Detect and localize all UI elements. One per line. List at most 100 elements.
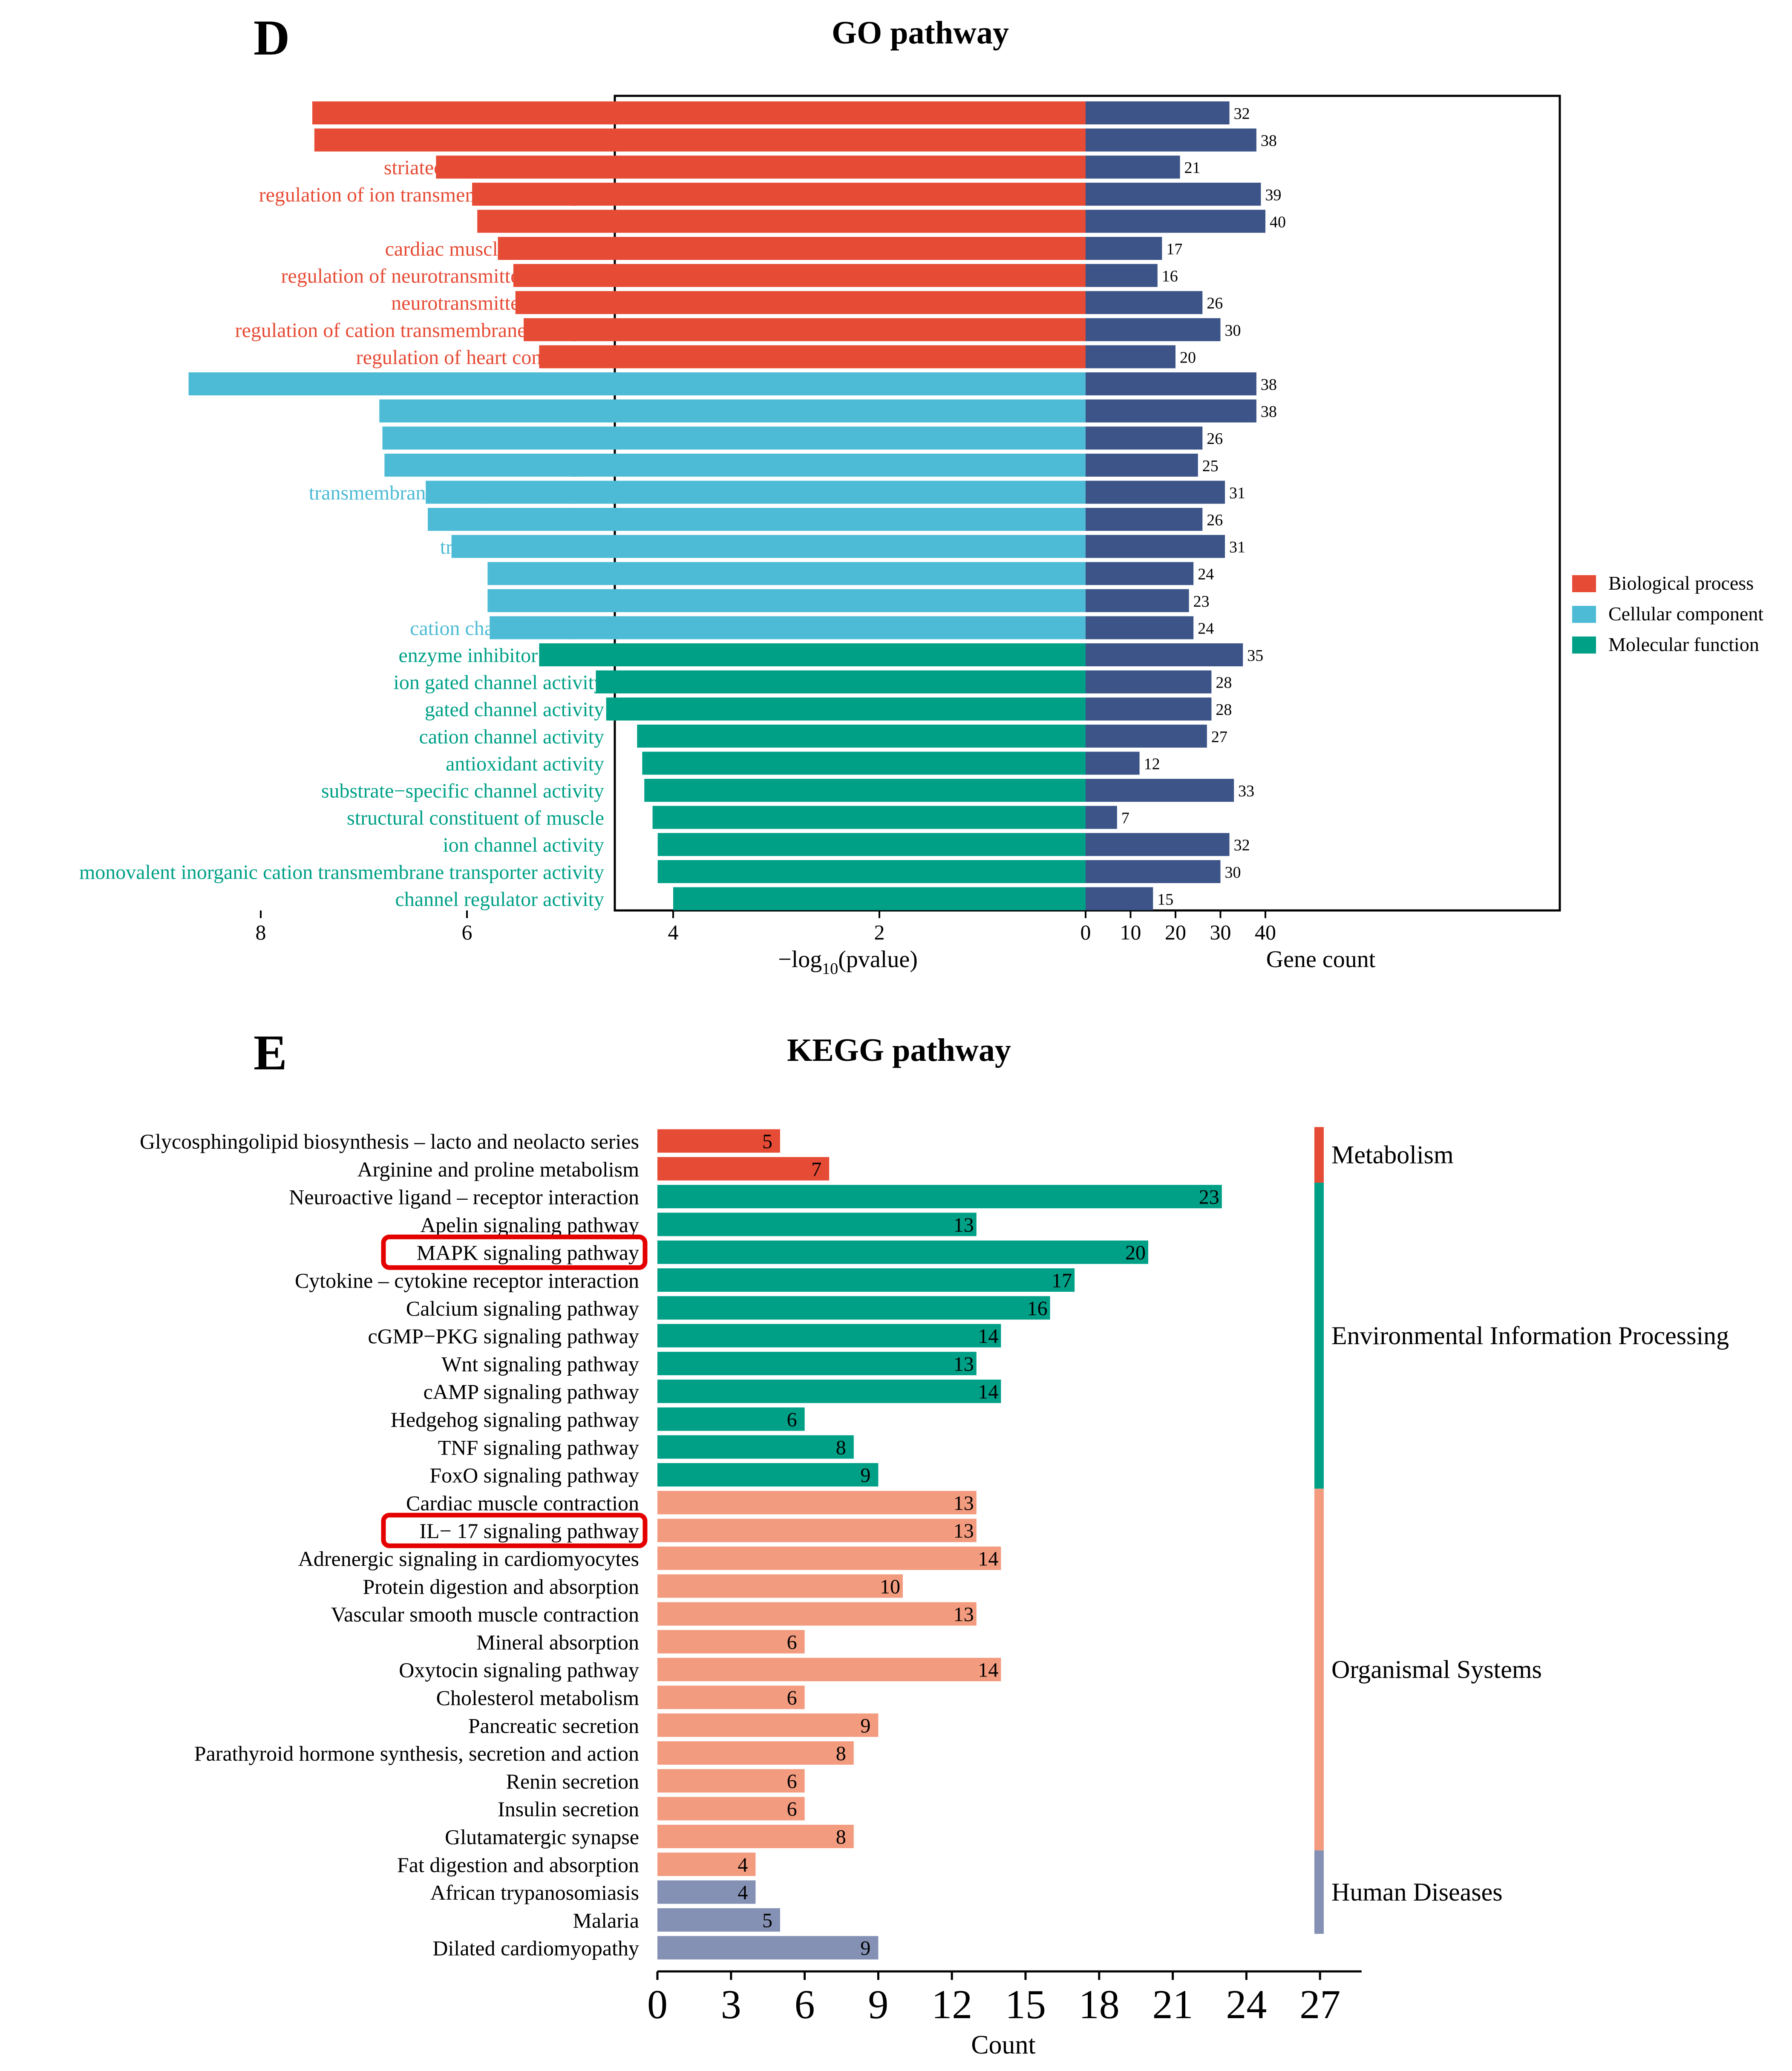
go-count-bar xyxy=(1086,806,1117,829)
kegg-count-label: 6 xyxy=(787,1409,797,1431)
kegg-count-bar xyxy=(657,1435,854,1459)
go-pvalue-bar xyxy=(490,616,1086,639)
go-count-bar xyxy=(1086,182,1261,206)
go-count-bar xyxy=(1086,670,1212,694)
go-left-tick-label: 2 xyxy=(874,920,885,944)
kegg-count-label: 14 xyxy=(978,1548,998,1570)
kegg-pathway-label: Dilated cardiomyopathy xyxy=(432,1936,639,1960)
go-legend-label: Biological process xyxy=(1608,572,1754,594)
kegg-tick-label: 9 xyxy=(868,1982,888,2027)
kegg-count-bar xyxy=(657,1268,1075,1292)
kegg-count-bar xyxy=(657,1602,977,1626)
kegg-pathway-label: Cytokine – cytokine receptor interaction xyxy=(295,1269,639,1293)
kegg-category-strip xyxy=(1314,1489,1324,1851)
kegg-count-label: 13 xyxy=(954,1214,974,1236)
kegg-count-bar xyxy=(657,1574,903,1598)
go-term-label: antioxidant activity xyxy=(446,752,604,775)
go-count-bar xyxy=(1086,589,1189,612)
go-count-bar xyxy=(1086,291,1203,314)
kegg-count-bar xyxy=(657,1658,1001,1682)
go-count-label: 21 xyxy=(1184,159,1201,177)
kegg-count-bar xyxy=(657,1240,1148,1264)
go-pvalue-bar xyxy=(498,237,1086,260)
go-term-label: cardiac muscle contraction xyxy=(385,238,604,260)
kegg-count-bar xyxy=(657,1825,854,1848)
go-pvalue-bar xyxy=(487,589,1086,612)
kegg-category-label: Environmental Information Processing xyxy=(1331,1322,1729,1350)
go-count-bar xyxy=(1086,887,1153,910)
panel-letter-d: D xyxy=(254,10,290,66)
go-count-label: 33 xyxy=(1238,782,1254,800)
go-pvalue-bar xyxy=(472,182,1086,206)
go-pvalue-bar xyxy=(539,643,1086,666)
kegg-count-label: 8 xyxy=(836,1826,846,1849)
go-count-label: 20 xyxy=(1180,349,1196,366)
go-pvalue-bar xyxy=(188,372,1086,395)
kegg-tick-label: 15 xyxy=(1005,1982,1046,2027)
kegg-pathway-label: Vascular smooth muscle contraction xyxy=(331,1602,639,1626)
kegg-pathway-label: Neuroactive ligand – receptor interactio… xyxy=(289,1185,639,1209)
go-count-label: 38 xyxy=(1261,132,1277,150)
go-count-bar xyxy=(1086,724,1207,748)
go-count-label: 30 xyxy=(1225,322,1241,340)
go-term-label: muscle system process xyxy=(418,130,604,152)
go-count-bar xyxy=(1086,237,1162,260)
go-right-tick-label: 30 xyxy=(1210,920,1231,944)
go-count-label: 28 xyxy=(1216,674,1232,692)
kegg-pathway-label: Mineral absorption xyxy=(476,1630,639,1654)
go-pvalue-bar xyxy=(596,670,1086,694)
kegg-count-bar xyxy=(657,1491,977,1515)
kegg-pathway-label: TNF signaling pathway xyxy=(438,1435,639,1459)
kegg-count-label: 13 xyxy=(954,1520,974,1542)
go-term-label: presynapse xyxy=(513,400,604,423)
kegg-pathway-label: FoxO signaling pathway xyxy=(429,1463,639,1487)
go-count-bar xyxy=(1086,697,1212,721)
kegg-count-bar xyxy=(657,1908,780,1932)
kegg-count-label: 6 xyxy=(787,1770,797,1793)
kegg-tick-label: 18 xyxy=(1079,1982,1120,2027)
go-term-label: gated channel activity xyxy=(425,698,604,721)
kegg-count-label: 14 xyxy=(978,1325,998,1348)
go-count-label: 32 xyxy=(1234,836,1250,854)
kegg-title: KEGG pathway xyxy=(787,1032,1011,1068)
kegg-count-label: 8 xyxy=(836,1436,846,1459)
go-term-label: striated muscle contraction xyxy=(384,156,604,179)
go-count-bar xyxy=(1086,643,1243,666)
go-right-tick-label: 20 xyxy=(1165,920,1186,944)
kegg-category-label: Organismal Systems xyxy=(1331,1656,1542,1684)
go-pvalue-bar xyxy=(606,697,1086,721)
go-pvalue-bar xyxy=(642,752,1086,775)
kegg-count-bar xyxy=(657,1351,977,1375)
go-pvalue-bar xyxy=(513,264,1086,287)
go-term-label: transmembrane transporter complex xyxy=(309,481,604,504)
go-count-bar xyxy=(1086,860,1221,883)
kegg-tick-label: 3 xyxy=(721,1982,741,2027)
go-term-label: cation channel complex xyxy=(410,617,604,639)
go-term-label: synaptic membrane xyxy=(444,373,604,396)
go-term-label: neuron projection terminus xyxy=(383,427,604,450)
go-count-label: 39 xyxy=(1265,186,1281,204)
go-count-bar xyxy=(1086,210,1265,233)
go-count-bar xyxy=(1086,264,1158,287)
kegg-pathway-label: Apelin signaling pathway xyxy=(420,1213,639,1237)
kegg-count-bar xyxy=(657,1936,879,1960)
go-term-label: axon terminus xyxy=(488,590,604,613)
kegg-count-label: 23 xyxy=(1199,1186,1219,1209)
kegg-pathway-label: Renin secretion xyxy=(506,1769,639,1793)
go-term-label: contractile fiber part xyxy=(437,455,604,477)
kegg-pathway-label: African trypanosomiasis xyxy=(430,1881,639,1904)
go-pvalue-bar xyxy=(384,453,1086,477)
go-pvalue-bar xyxy=(314,128,1086,152)
kegg-count-bar xyxy=(657,1463,879,1487)
kegg-tick-label: 0 xyxy=(647,1982,668,2027)
go-term-label: contractile fiber xyxy=(474,509,604,531)
kegg-pathway-label: Calcium signaling pathway xyxy=(406,1296,639,1320)
go-count-bar xyxy=(1086,453,1198,477)
kegg-highlight-box xyxy=(381,1234,648,1270)
kegg-pathway-label: Protein digestion and absorption xyxy=(363,1575,639,1599)
go-count-label: 38 xyxy=(1261,403,1277,421)
go-pvalue-bar xyxy=(379,399,1086,423)
kegg-count-label: 13 xyxy=(954,1353,974,1375)
go-count-label: 31 xyxy=(1229,484,1245,502)
